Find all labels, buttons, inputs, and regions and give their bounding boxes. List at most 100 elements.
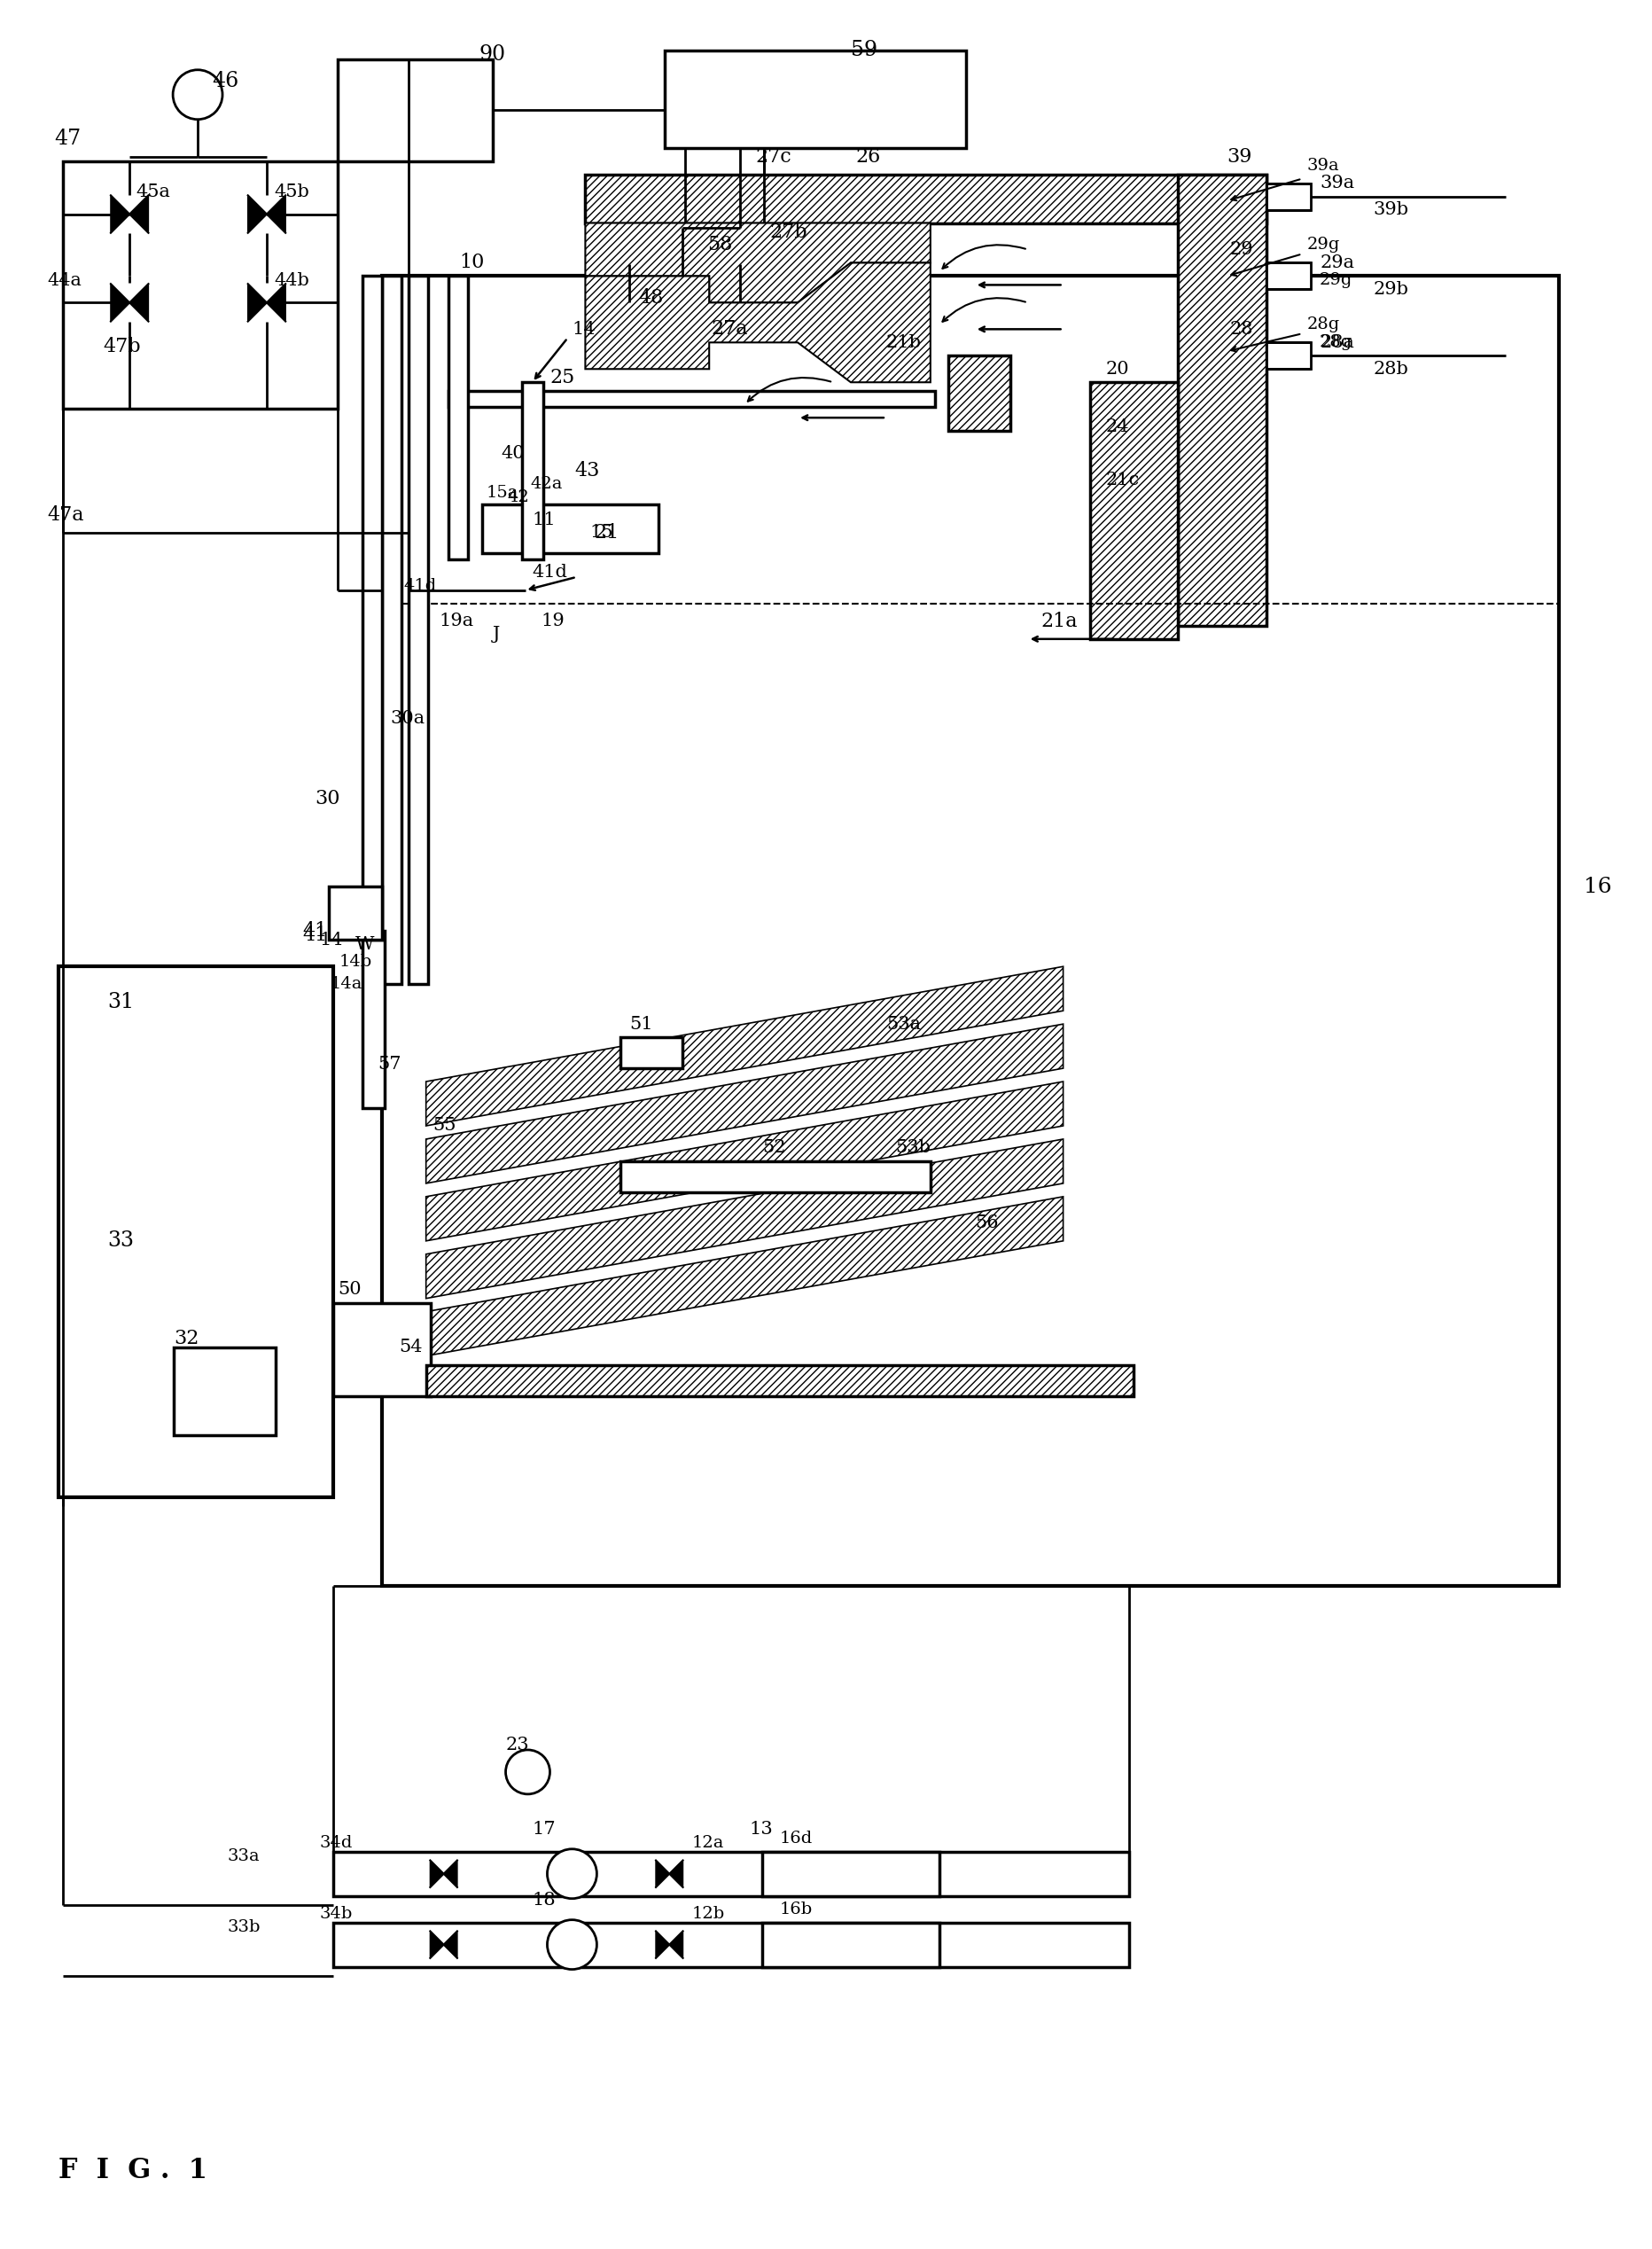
- Text: 14a: 14a: [330, 976, 362, 992]
- Bar: [522, 382, 544, 560]
- Text: 29b: 29b: [1373, 281, 1408, 297]
- Text: 41: 41: [302, 922, 327, 940]
- Text: 25: 25: [550, 369, 575, 387]
- Text: 19a: 19a: [439, 614, 474, 630]
- Circle shape: [506, 1750, 550, 1795]
- Text: 30: 30: [314, 789, 340, 807]
- Text: 41d: 41d: [403, 578, 436, 594]
- Polygon shape: [443, 1930, 458, 1959]
- Text: 33: 33: [107, 1230, 134, 1250]
- Bar: [1265, 342, 1310, 369]
- Text: 29: 29: [1229, 241, 1252, 259]
- Polygon shape: [426, 967, 1062, 1127]
- Text: 33a: 33a: [226, 1849, 259, 1864]
- Bar: [382, 277, 401, 985]
- Text: 47b: 47b: [102, 337, 140, 358]
- Text: 29a: 29a: [1318, 254, 1353, 272]
- Polygon shape: [329, 886, 382, 940]
- Text: J: J: [492, 625, 499, 643]
- Text: 23: 23: [506, 1736, 529, 1754]
- Text: 42a: 42a: [530, 477, 562, 493]
- Text: 13: 13: [748, 1822, 771, 1837]
- Text: 16d: 16d: [780, 1831, 813, 1846]
- Bar: [621, 1037, 682, 1068]
- Bar: [173, 1347, 276, 1435]
- Polygon shape: [248, 196, 266, 234]
- Text: 20: 20: [1105, 360, 1128, 378]
- Polygon shape: [248, 283, 266, 322]
- Bar: [63, 162, 337, 409]
- Text: 41: 41: [302, 927, 327, 945]
- Text: 40: 40: [501, 445, 525, 461]
- Text: 16b: 16b: [780, 1900, 813, 1916]
- Text: 39a: 39a: [1318, 175, 1353, 191]
- Text: 15a: 15a: [486, 486, 519, 502]
- Text: 24: 24: [1105, 418, 1128, 434]
- Text: 15: 15: [590, 524, 613, 542]
- Bar: [59, 967, 334, 1498]
- Text: 29g: 29g: [1305, 236, 1338, 254]
- Text: 14: 14: [319, 931, 344, 949]
- Text: W: W: [355, 936, 373, 954]
- Text: 21b: 21b: [885, 335, 922, 351]
- Text: 54: 54: [400, 1338, 423, 1356]
- Text: 14: 14: [572, 322, 595, 337]
- Text: 48: 48: [638, 288, 662, 308]
- Polygon shape: [585, 223, 930, 304]
- Polygon shape: [430, 1930, 443, 1959]
- Text: 10: 10: [459, 254, 484, 272]
- Text: 47: 47: [55, 128, 81, 148]
- Text: 34d: 34d: [319, 1835, 354, 1851]
- Polygon shape: [266, 283, 286, 322]
- Text: 58: 58: [707, 236, 732, 254]
- Bar: [448, 277, 468, 560]
- Polygon shape: [430, 1860, 443, 1887]
- Polygon shape: [426, 1082, 1062, 1241]
- Text: 53b: 53b: [894, 1140, 930, 1156]
- Text: 21: 21: [593, 524, 620, 542]
- Text: 16: 16: [1583, 877, 1611, 897]
- Bar: [334, 1923, 1128, 1966]
- Bar: [629, 227, 740, 304]
- Text: 56: 56: [975, 1214, 998, 1232]
- Text: 39b: 39b: [1373, 200, 1408, 218]
- Text: 43: 43: [575, 461, 600, 481]
- Text: 21c: 21c: [1105, 472, 1138, 488]
- Bar: [1265, 182, 1310, 209]
- Bar: [762, 1923, 938, 1966]
- Text: 45a: 45a: [135, 184, 170, 200]
- Text: 19: 19: [540, 614, 565, 630]
- Circle shape: [547, 1921, 596, 1970]
- Polygon shape: [426, 1196, 1062, 1356]
- Text: 44a: 44a: [48, 272, 81, 288]
- Bar: [382, 277, 1558, 1586]
- Bar: [621, 1160, 930, 1192]
- Text: 44b: 44b: [274, 272, 309, 288]
- Text: 39a: 39a: [1305, 157, 1338, 173]
- Text: 39: 39: [1226, 146, 1251, 166]
- Bar: [408, 277, 428, 985]
- Text: 47a: 47a: [48, 506, 84, 524]
- Bar: [948, 355, 1009, 432]
- Text: 11: 11: [532, 511, 555, 529]
- Bar: [585, 173, 1265, 223]
- Text: 21a: 21a: [1041, 612, 1077, 632]
- Polygon shape: [129, 196, 149, 234]
- Polygon shape: [654, 1860, 669, 1887]
- Polygon shape: [111, 283, 129, 322]
- Bar: [664, 49, 965, 148]
- Bar: [362, 277, 382, 940]
- Text: 27a: 27a: [710, 319, 747, 340]
- Text: 41d: 41d: [532, 564, 567, 580]
- Text: 90: 90: [479, 45, 506, 65]
- Text: 42: 42: [507, 490, 529, 506]
- Bar: [334, 1851, 1128, 1896]
- Text: 28: 28: [1229, 322, 1252, 337]
- Polygon shape: [585, 263, 930, 382]
- Text: 28b: 28b: [1373, 360, 1408, 378]
- Text: 46: 46: [211, 72, 238, 92]
- Text: 55: 55: [433, 1118, 456, 1133]
- Text: 14b: 14b: [339, 954, 372, 969]
- Text: 45b: 45b: [274, 184, 309, 200]
- Text: 59: 59: [851, 40, 877, 61]
